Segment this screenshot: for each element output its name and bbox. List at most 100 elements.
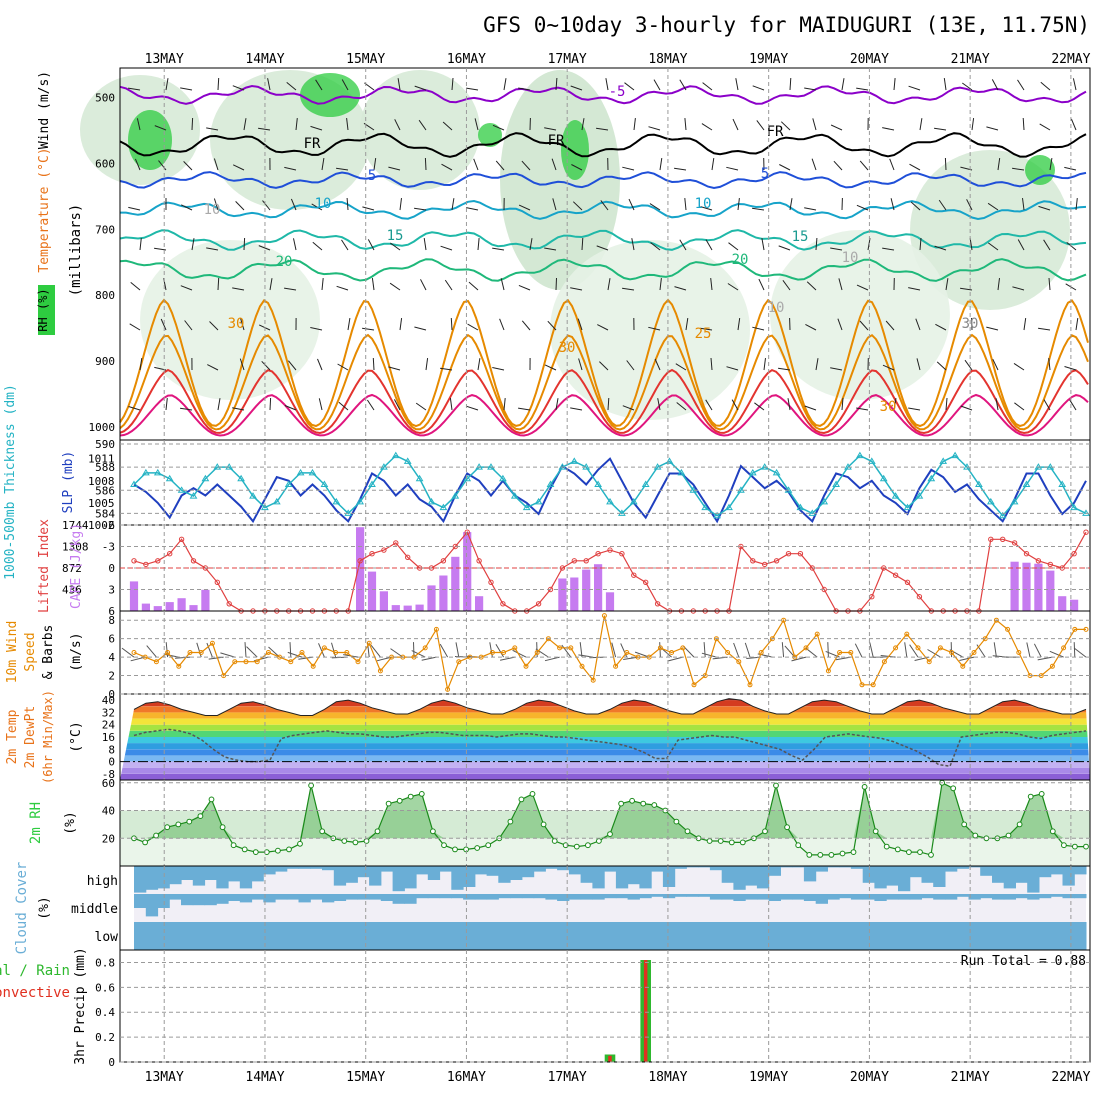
- wind-barb: [737, 198, 740, 211]
- wind-barb: [518, 204, 531, 211]
- rh-point: [474, 845, 481, 851]
- wind-barb: [624, 82, 635, 91]
- cape-bar: [153, 606, 162, 611]
- wind-barb: [544, 247, 557, 251]
- wind-speed-point: [624, 650, 630, 655]
- cloud-cell: [204, 894, 217, 906]
- wind-barb: [129, 323, 141, 331]
- wind-barb-10m: [1026, 642, 1031, 658]
- thickness-point: [499, 474, 507, 482]
- li-point: [464, 529, 470, 535]
- wind-barb: [622, 287, 635, 291]
- wind-barb: [838, 278, 843, 291]
- wind-barb: [856, 204, 869, 211]
- rh-point: [728, 839, 735, 846]
- wind-barb: [1022, 198, 1025, 211]
- thickness-point: [142, 468, 150, 476]
- wind-barb: [570, 85, 583, 91]
- li-point: [405, 554, 411, 560]
- cloud-cell: [756, 894, 770, 900]
- wind-barb: [180, 204, 193, 211]
- wind-speed-point: [747, 682, 753, 688]
- cloud-cell: [815, 894, 828, 904]
- wind-barb: [389, 282, 401, 291]
- cloud-cell: [803, 866, 817, 882]
- wind-barb: [390, 242, 401, 251]
- rh-point: [153, 832, 160, 839]
- wind-speed-point: [366, 640, 372, 646]
- wind-barb: [346, 197, 349, 211]
- wind-barb: [191, 238, 195, 251]
- cloud-cell: [1062, 866, 1075, 886]
- wind-barb: [728, 242, 739, 251]
- wind-barb: [191, 117, 194, 131]
- contour-label: 30: [880, 399, 897, 415]
- wind-barb: [711, 158, 715, 171]
- cape-bar: [570, 577, 579, 611]
- wind-speed-point: [355, 659, 361, 665]
- wind-barb-10m: [544, 656, 560, 662]
- date-label-top: 21MAY: [951, 52, 990, 67]
- thickness-point: [332, 497, 341, 505]
- wind-barb-10m: [439, 643, 449, 658]
- cloud-cell: [862, 894, 875, 900]
- cloud-cell: [768, 866, 781, 876]
- wind-barb: [495, 160, 505, 171]
- wind-barb: [960, 405, 973, 411]
- li-point: [643, 579, 649, 585]
- wind-barb: [628, 198, 635, 211]
- rh-point: [418, 791, 425, 797]
- wind-barb-10m: [1073, 647, 1087, 658]
- thickness-point: [487, 463, 495, 470]
- wind-barb: [269, 278, 273, 291]
- cloud-cell: [380, 894, 394, 901]
- wind-barb: [908, 85, 921, 91]
- cloud-cell: [216, 866, 229, 889]
- cloud-cell: [721, 866, 734, 883]
- cloud-cell: [251, 866, 264, 882]
- cloud-cell: [322, 922, 335, 950]
- cloud-cell: [286, 922, 300, 950]
- wind-barb: [737, 318, 741, 331]
- cloud-cell: [709, 894, 723, 900]
- slp-tick-label: 1008: [88, 475, 115, 488]
- cloud-cell: [181, 894, 194, 906]
- cloud-cell: [369, 866, 382, 886]
- li-point: [1035, 558, 1042, 564]
- slp-tick-label: 1005: [88, 497, 115, 510]
- cloud-cell: [239, 922, 253, 950]
- cloud-cell: [545, 922, 558, 950]
- wind-barb: [1043, 239, 1051, 251]
- wind-barb: [1017, 239, 1025, 251]
- contour-line: [119, 132, 1087, 158]
- cloud-cell: [345, 894, 358, 900]
- temp-band: [120, 712, 1090, 719]
- wind-barb: [518, 407, 531, 411]
- wind-barb-10m: [246, 646, 258, 658]
- wind-barb: [987, 202, 999, 211]
- wind-barb: [856, 407, 869, 411]
- thickness-tick-label: 590: [95, 438, 115, 451]
- cloud-cell: [451, 894, 464, 899]
- thickness-point: [261, 503, 269, 511]
- convective-bar: [643, 960, 648, 1062]
- wind-barb: [184, 320, 193, 331]
- wind-barb: [727, 283, 739, 291]
- wind-barb: [165, 78, 169, 91]
- li-point: [1000, 536, 1006, 542]
- contour-line: [119, 171, 1087, 190]
- wind-barb: [960, 287, 973, 291]
- wind-barb: [544, 127, 557, 131]
- rh-point: [1083, 843, 1089, 850]
- wind-speed-point: [131, 650, 137, 655]
- wind-barb: [399, 198, 402, 211]
- cape-bar: [582, 569, 591, 611]
- wind-barb-10m: [611, 642, 617, 658]
- thickness-point: [510, 492, 519, 499]
- rh-point: [950, 785, 957, 792]
- temp-band: [120, 773, 1090, 780]
- precip-tick-label: 0.8: [95, 956, 115, 969]
- wind-barb: [997, 158, 1001, 171]
- slp-tick-label: 1002: [88, 519, 115, 532]
